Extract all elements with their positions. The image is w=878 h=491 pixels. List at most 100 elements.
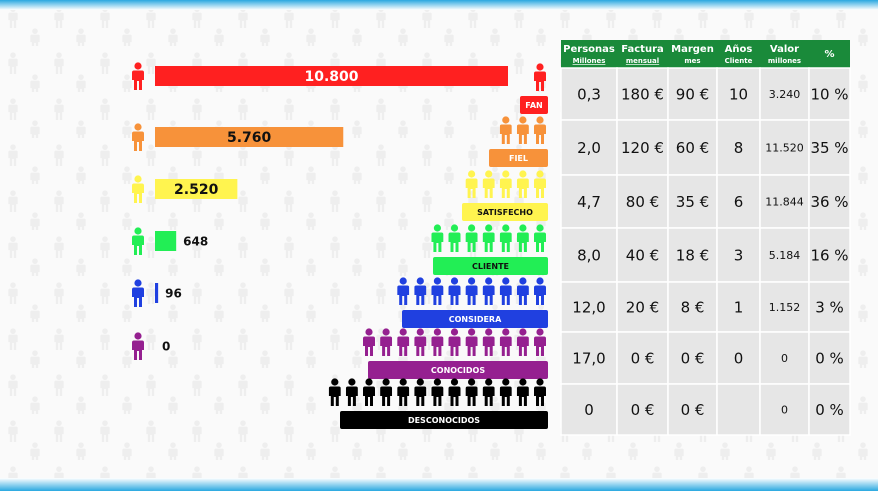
bar [155,66,508,86]
table-cell: 180 € [621,86,664,104]
table-cell: 120 € [621,139,664,157]
table-cell-bg [667,67,718,121]
table-cell: 35 % [810,139,848,157]
header-subcell: mensual [626,57,659,65]
bottom-border [0,478,878,491]
table-cell-bg [716,174,761,229]
table-cell: 0 € [631,350,655,368]
level-box [489,149,548,167]
level-box [368,361,548,379]
table-cell: 6 [734,193,744,211]
table-cell-bg [616,67,669,121]
table-cell-bg [808,67,851,121]
header-subcell: Millones [573,57,606,65]
value-label: 2.520 [174,182,219,198]
header-cell: Años [725,44,753,55]
value-label: 96 [165,287,182,301]
table-cell: 8 € [681,299,705,317]
level-box [340,411,548,429]
table-cell: 12,0 [572,299,605,317]
header-cell: Valor [770,44,799,55]
bar [155,179,238,199]
table-cell: 2,0 [577,139,601,157]
value-label: 648 [183,235,208,249]
table-cell: 3.240 [769,88,801,101]
level-box [462,203,548,221]
value-label: 5.760 [227,130,272,146]
table-cell-bg [808,174,851,229]
table-cell: 11.844 [765,196,804,209]
table-cell-bg [759,281,810,333]
table-cell-bg [667,331,718,385]
bar [155,127,344,147]
header-cell: Personas [563,44,615,55]
table-cell: 17,0 [572,350,605,368]
level-label: SATISFECHO [477,208,533,217]
header-cell: Factura [621,44,664,55]
table-cell: 11.520 [765,142,804,155]
table-cell: 10 % [810,86,848,104]
table-cell-bg [759,174,810,229]
level-label: FAN [525,101,542,110]
level-label: CONSIDERA [449,315,502,324]
level-label: CONOCIDOS [431,366,485,375]
table-cell: 36 % [810,193,848,211]
header-cell: % [824,49,834,60]
table-cell-bg [616,174,669,229]
table-cell: 1.152 [769,301,801,314]
level-box [402,310,548,328]
header-subcell: Cliente [725,57,753,65]
pyramid: FAN FIEL SATISFECHO CLIENTE CONSIDERA CONOCID… [328,63,548,429]
bar [155,283,159,303]
table-cell: 1 [734,299,744,317]
table-cell: 35 € [676,193,709,211]
table-cell: 4,7 [577,193,601,211]
table-cell: 10 [729,86,748,104]
table-cell-bg [667,281,718,333]
table-cell: 60 € [676,139,709,157]
table-cell-bg [716,119,761,176]
table-cell: 0 [584,401,594,419]
table-cell: 0 % [815,350,844,368]
table-cell-bg [716,67,761,121]
table-cell-bg [808,331,851,385]
table-cell: 0,3 [577,86,601,104]
table-cell: 18 € [676,247,709,265]
table-cell-bg [560,227,618,283]
table-cell: 16 % [810,247,848,265]
table-cell: 8 [734,139,744,157]
table-cell-bg [560,383,618,436]
table-cell: 0 € [681,350,705,368]
bar-chart: 10.800 5.760 2.520 648 96 0 [132,62,508,360]
bar [155,231,177,251]
level-label: FIEL [509,154,528,163]
level-box [520,96,548,114]
table-cell: 3 [734,247,744,265]
level-label: DESCONOCIDOS [408,416,480,425]
value-label: 0 [162,340,170,354]
table-cell: 0 % [815,401,844,419]
table-cell-bg [716,383,761,436]
top-border [0,0,878,10]
table-cell-bg [759,119,810,176]
table-cell: 80 € [626,193,659,211]
table-cell-bg [759,383,810,436]
table-cell: 3 % [815,299,844,317]
table-cell: 5.184 [769,249,801,262]
header-subcell: millones [768,57,801,65]
table-cell: 0 [781,352,788,365]
table-cell-bg [616,227,669,283]
value-label: 10.800 [304,69,358,85]
table-cell: 20 € [626,299,659,317]
table-cell-bg [667,383,718,436]
table-cell: 90 € [676,86,709,104]
table-header-bg [561,40,850,68]
level-box [433,257,548,275]
table-cell: 0 € [681,401,705,419]
header-cell: Margen [671,44,714,55]
table-cell: 40 € [626,247,659,265]
table-cell: 0 [734,350,744,368]
header-subcell: mes [684,57,700,65]
level-label: CLIENTE [472,262,509,271]
